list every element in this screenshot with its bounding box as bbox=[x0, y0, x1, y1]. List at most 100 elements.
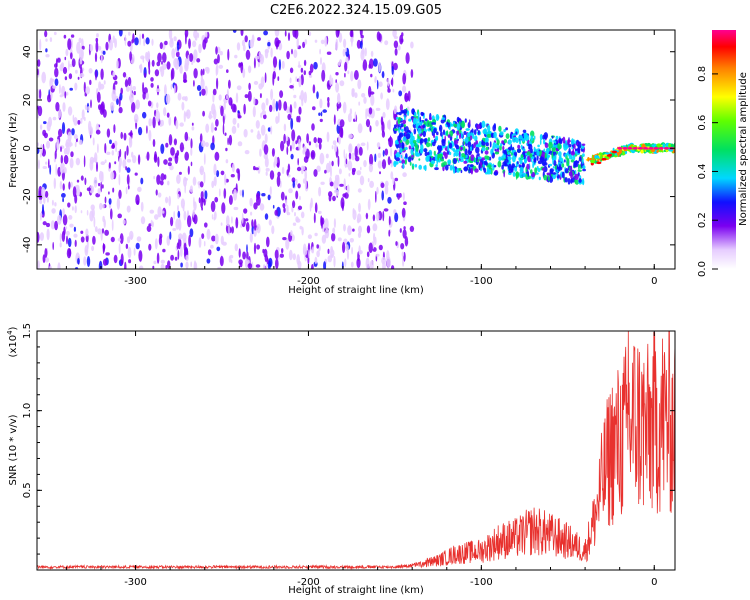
heatmap-cell bbox=[242, 44, 246, 52]
heatmap-cell bbox=[168, 195, 171, 207]
heatmap-cell bbox=[344, 72, 346, 78]
heatmap-cell bbox=[37, 159, 41, 170]
heatmap-cell bbox=[253, 80, 259, 85]
heatmap-cell bbox=[332, 195, 336, 202]
y-tick-label: 20 bbox=[22, 94, 33, 107]
heatmap-cell bbox=[80, 230, 84, 234]
heatmap-cell bbox=[386, 256, 391, 268]
heatmap-cell bbox=[391, 77, 394, 87]
heatmap-cell bbox=[136, 200, 140, 205]
heatmap-cell bbox=[116, 59, 119, 69]
heatmap-cell bbox=[447, 159, 452, 165]
heatmap-cell bbox=[457, 159, 460, 163]
heatmap-cell bbox=[189, 228, 194, 238]
heatmap-cell bbox=[413, 128, 417, 135]
heatmap-cell bbox=[51, 78, 55, 82]
heatmap-cell bbox=[285, 237, 290, 250]
heatmap-cell bbox=[145, 37, 150, 45]
heatmap-cell bbox=[476, 124, 481, 130]
heatmap-cell bbox=[164, 84, 167, 96]
heatmap-cell bbox=[216, 77, 219, 90]
colorbar-ticks: 0.0 0.2 0.4 0.6 0.8 bbox=[697, 66, 718, 277]
heatmap-cell bbox=[335, 82, 340, 93]
heatmap-cell bbox=[568, 148, 571, 155]
heatmap-cell bbox=[112, 187, 115, 193]
heatmap-cell bbox=[570, 165, 573, 172]
heatmap-cell bbox=[231, 226, 234, 234]
heatmap-cell bbox=[399, 147, 403, 153]
heatmap-cell bbox=[96, 33, 99, 38]
heatmap-cell bbox=[564, 153, 567, 158]
heatmap-cell bbox=[564, 168, 569, 174]
heatmap-cell bbox=[61, 122, 66, 134]
heatmap-cell bbox=[570, 159, 575, 163]
heatmap-cell bbox=[358, 146, 363, 156]
heatmap-cell bbox=[486, 155, 490, 161]
heatmap-cell bbox=[122, 219, 126, 225]
heatmap-cell bbox=[190, 261, 192, 268]
heatmap-cell bbox=[468, 156, 471, 160]
heatmap-cell bbox=[94, 52, 98, 63]
heatmap-cell bbox=[369, 125, 372, 133]
heatmap-cell bbox=[228, 195, 233, 205]
heatmap-cell bbox=[154, 214, 159, 220]
heatmap-cell bbox=[458, 167, 462, 171]
heatmap-cell bbox=[177, 210, 181, 218]
heatmap-cell bbox=[470, 154, 475, 162]
heatmap-cell bbox=[317, 210, 322, 215]
heatmap-cell bbox=[292, 253, 296, 261]
heatmap-cell bbox=[190, 147, 193, 156]
heatmap-cell bbox=[343, 223, 346, 232]
heatmap-cell bbox=[387, 156, 391, 166]
heatmap-cell bbox=[42, 204, 44, 216]
heatmap-cell bbox=[324, 169, 327, 174]
heatmap-cell bbox=[131, 101, 136, 113]
heatmap-cell bbox=[226, 215, 230, 227]
heatmap-cell bbox=[488, 164, 492, 170]
heatmap-cell bbox=[295, 76, 298, 82]
heatmap-cell bbox=[417, 111, 420, 119]
heatmap-cell bbox=[325, 153, 329, 159]
heatmap-cell bbox=[53, 31, 57, 36]
heatmap-cell bbox=[327, 255, 333, 263]
heatmap-cell bbox=[147, 100, 152, 107]
heatmap-cell bbox=[88, 68, 93, 74]
heatmap-cell bbox=[300, 90, 305, 102]
heatmap-cell bbox=[347, 113, 352, 123]
heatmap-cell bbox=[474, 135, 478, 142]
heatmap-cell bbox=[396, 112, 400, 115]
heatmap-cell bbox=[404, 147, 408, 150]
heatmap-cell bbox=[423, 148, 428, 153]
spectrogram-frame bbox=[36, 29, 676, 270]
heatmap-cell bbox=[40, 143, 43, 155]
heatmap-cell bbox=[104, 143, 107, 154]
heatmap-cell bbox=[530, 169, 533, 174]
heatmap-cell bbox=[95, 37, 99, 43]
heatmap-cell bbox=[359, 175, 365, 186]
heatmap-cell bbox=[253, 202, 258, 210]
heatmap-cell bbox=[381, 256, 386, 265]
heatmap-cell bbox=[416, 138, 420, 144]
heatmap-cell bbox=[541, 151, 546, 158]
heatmap-cell bbox=[250, 211, 253, 216]
heatmap-cell bbox=[184, 131, 189, 142]
heatmap-cell bbox=[199, 91, 202, 97]
heatmap-cell bbox=[415, 124, 420, 127]
heatmap-cell bbox=[456, 134, 458, 141]
heatmap-cell bbox=[291, 48, 293, 55]
heatmap-cell bbox=[422, 124, 426, 129]
heatmap-cell bbox=[281, 248, 284, 254]
heatmap-cell bbox=[578, 163, 580, 171]
x-tick-label: -200 bbox=[297, 577, 320, 588]
heatmap-cell bbox=[440, 131, 443, 137]
heatmap-cell bbox=[204, 31, 208, 38]
heatmap-cell bbox=[224, 132, 227, 136]
heatmap-cell bbox=[483, 167, 487, 173]
heatmap-cell bbox=[356, 257, 361, 269]
heatmap-cell bbox=[84, 245, 89, 256]
heatmap-cell bbox=[96, 161, 98, 172]
heatmap-cell bbox=[56, 138, 60, 151]
heatmap-cell bbox=[439, 144, 442, 152]
heatmap-cell bbox=[373, 232, 376, 243]
heatmap-cell bbox=[492, 124, 497, 132]
